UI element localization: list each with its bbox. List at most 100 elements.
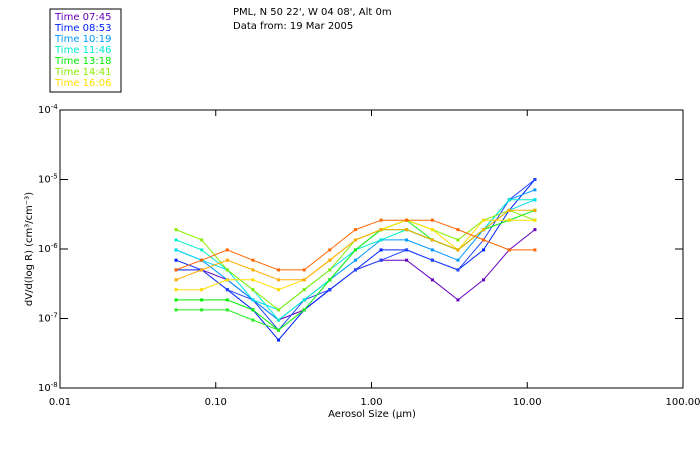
- y-tick-label: 10-5: [38, 173, 58, 186]
- x-tick-label: 100.00: [666, 397, 700, 408]
- data-point: [175, 268, 178, 271]
- y-tick-exponent: -8: [51, 381, 58, 389]
- data-point: [456, 248, 459, 251]
- data-point: [200, 288, 203, 291]
- data-point: [175, 238, 178, 241]
- data-point: [251, 298, 254, 301]
- series-line: [176, 220, 535, 270]
- y-tick-exponent: -7: [51, 312, 58, 320]
- y-tick-exponent: -4: [51, 103, 59, 111]
- data-point: [226, 278, 229, 281]
- data-point: [226, 248, 229, 251]
- y-tick-label: 10-4: [38, 103, 58, 116]
- y-tick-base: 10: [38, 105, 51, 116]
- data-point: [200, 248, 203, 251]
- y-axis-label: dV/d(log R) (cm³/cm⁻³): [24, 192, 35, 306]
- series-layer: [175, 178, 537, 342]
- data-point: [226, 298, 229, 301]
- x-tick-label: 10.00: [513, 397, 542, 408]
- plot-area: [60, 110, 683, 388]
- data-point: [328, 288, 331, 291]
- data-point: [226, 259, 229, 262]
- series-line: [176, 200, 535, 310]
- y-tick-label: 10-6: [38, 242, 58, 255]
- data-point: [482, 238, 485, 241]
- data-point: [251, 288, 254, 291]
- data-point: [508, 198, 511, 201]
- data-point: [277, 278, 280, 281]
- data-point: [175, 298, 178, 301]
- data-point: [533, 188, 536, 191]
- data-point: [533, 219, 536, 222]
- data-point: [200, 308, 203, 311]
- data-point: [456, 228, 459, 231]
- y-tick-exponent: -5: [51, 173, 58, 181]
- data-point: [277, 339, 280, 342]
- data-point: [354, 259, 357, 262]
- data-point: [226, 288, 229, 291]
- data-point: [328, 278, 331, 281]
- data-point: [328, 268, 331, 271]
- data-point: [508, 219, 511, 222]
- data-point: [456, 268, 459, 271]
- data-point: [354, 238, 357, 241]
- data-point: [303, 268, 306, 271]
- y-tick-base: 10: [38, 244, 51, 255]
- data-point: [354, 268, 357, 271]
- data-point: [380, 228, 383, 231]
- legend-entry: Time 16:06: [54, 78, 111, 89]
- data-point: [175, 308, 178, 311]
- data-point: [533, 248, 536, 251]
- data-point: [380, 248, 383, 251]
- data-point: [533, 228, 536, 231]
- data-point: [482, 228, 485, 231]
- data-point: [328, 259, 331, 262]
- data-point: [533, 198, 536, 201]
- data-point: [200, 259, 203, 262]
- data-point: [380, 219, 383, 222]
- y-tick-base: 10: [38, 175, 51, 186]
- legend-entry: Time 10:19: [54, 34, 111, 45]
- data-point: [251, 278, 254, 281]
- data-point: [354, 228, 357, 231]
- series-late-2: [175, 219, 537, 272]
- data-point: [303, 288, 306, 291]
- x-tick-label: 0.01: [49, 397, 71, 408]
- data-point: [431, 278, 434, 281]
- data-point: [251, 319, 254, 322]
- data-point: [277, 308, 280, 311]
- x-tick-label: 1.00: [360, 397, 382, 408]
- data-point: [303, 308, 306, 311]
- data-point: [251, 268, 254, 271]
- legend-entry: Time 13:18: [54, 56, 111, 67]
- data-point: [175, 259, 178, 262]
- data-point: [277, 329, 280, 332]
- data-point: [251, 308, 254, 311]
- data-point: [405, 238, 408, 241]
- data-point: [431, 248, 434, 251]
- data-point: [277, 319, 280, 322]
- legend-entry: Time 07:45: [54, 12, 111, 23]
- series-10:19: [175, 188, 537, 321]
- y-tick-exponent: -6: [51, 242, 59, 250]
- data-point: [175, 278, 178, 281]
- data-point: [431, 228, 434, 231]
- legend-entry: Time 11:46: [54, 45, 111, 56]
- x-tick-label: 0.10: [205, 397, 227, 408]
- data-point: [200, 238, 203, 241]
- data-point: [277, 268, 280, 271]
- data-point: [380, 259, 383, 262]
- data-point: [533, 178, 536, 181]
- data-point: [303, 298, 306, 301]
- data-point: [200, 298, 203, 301]
- y-tick-label: 10-8: [38, 381, 58, 394]
- data-point: [251, 259, 254, 262]
- data-point: [431, 238, 434, 241]
- data-point: [456, 259, 459, 262]
- data-point: [456, 298, 459, 301]
- data-point: [456, 238, 459, 241]
- data-point: [405, 219, 408, 222]
